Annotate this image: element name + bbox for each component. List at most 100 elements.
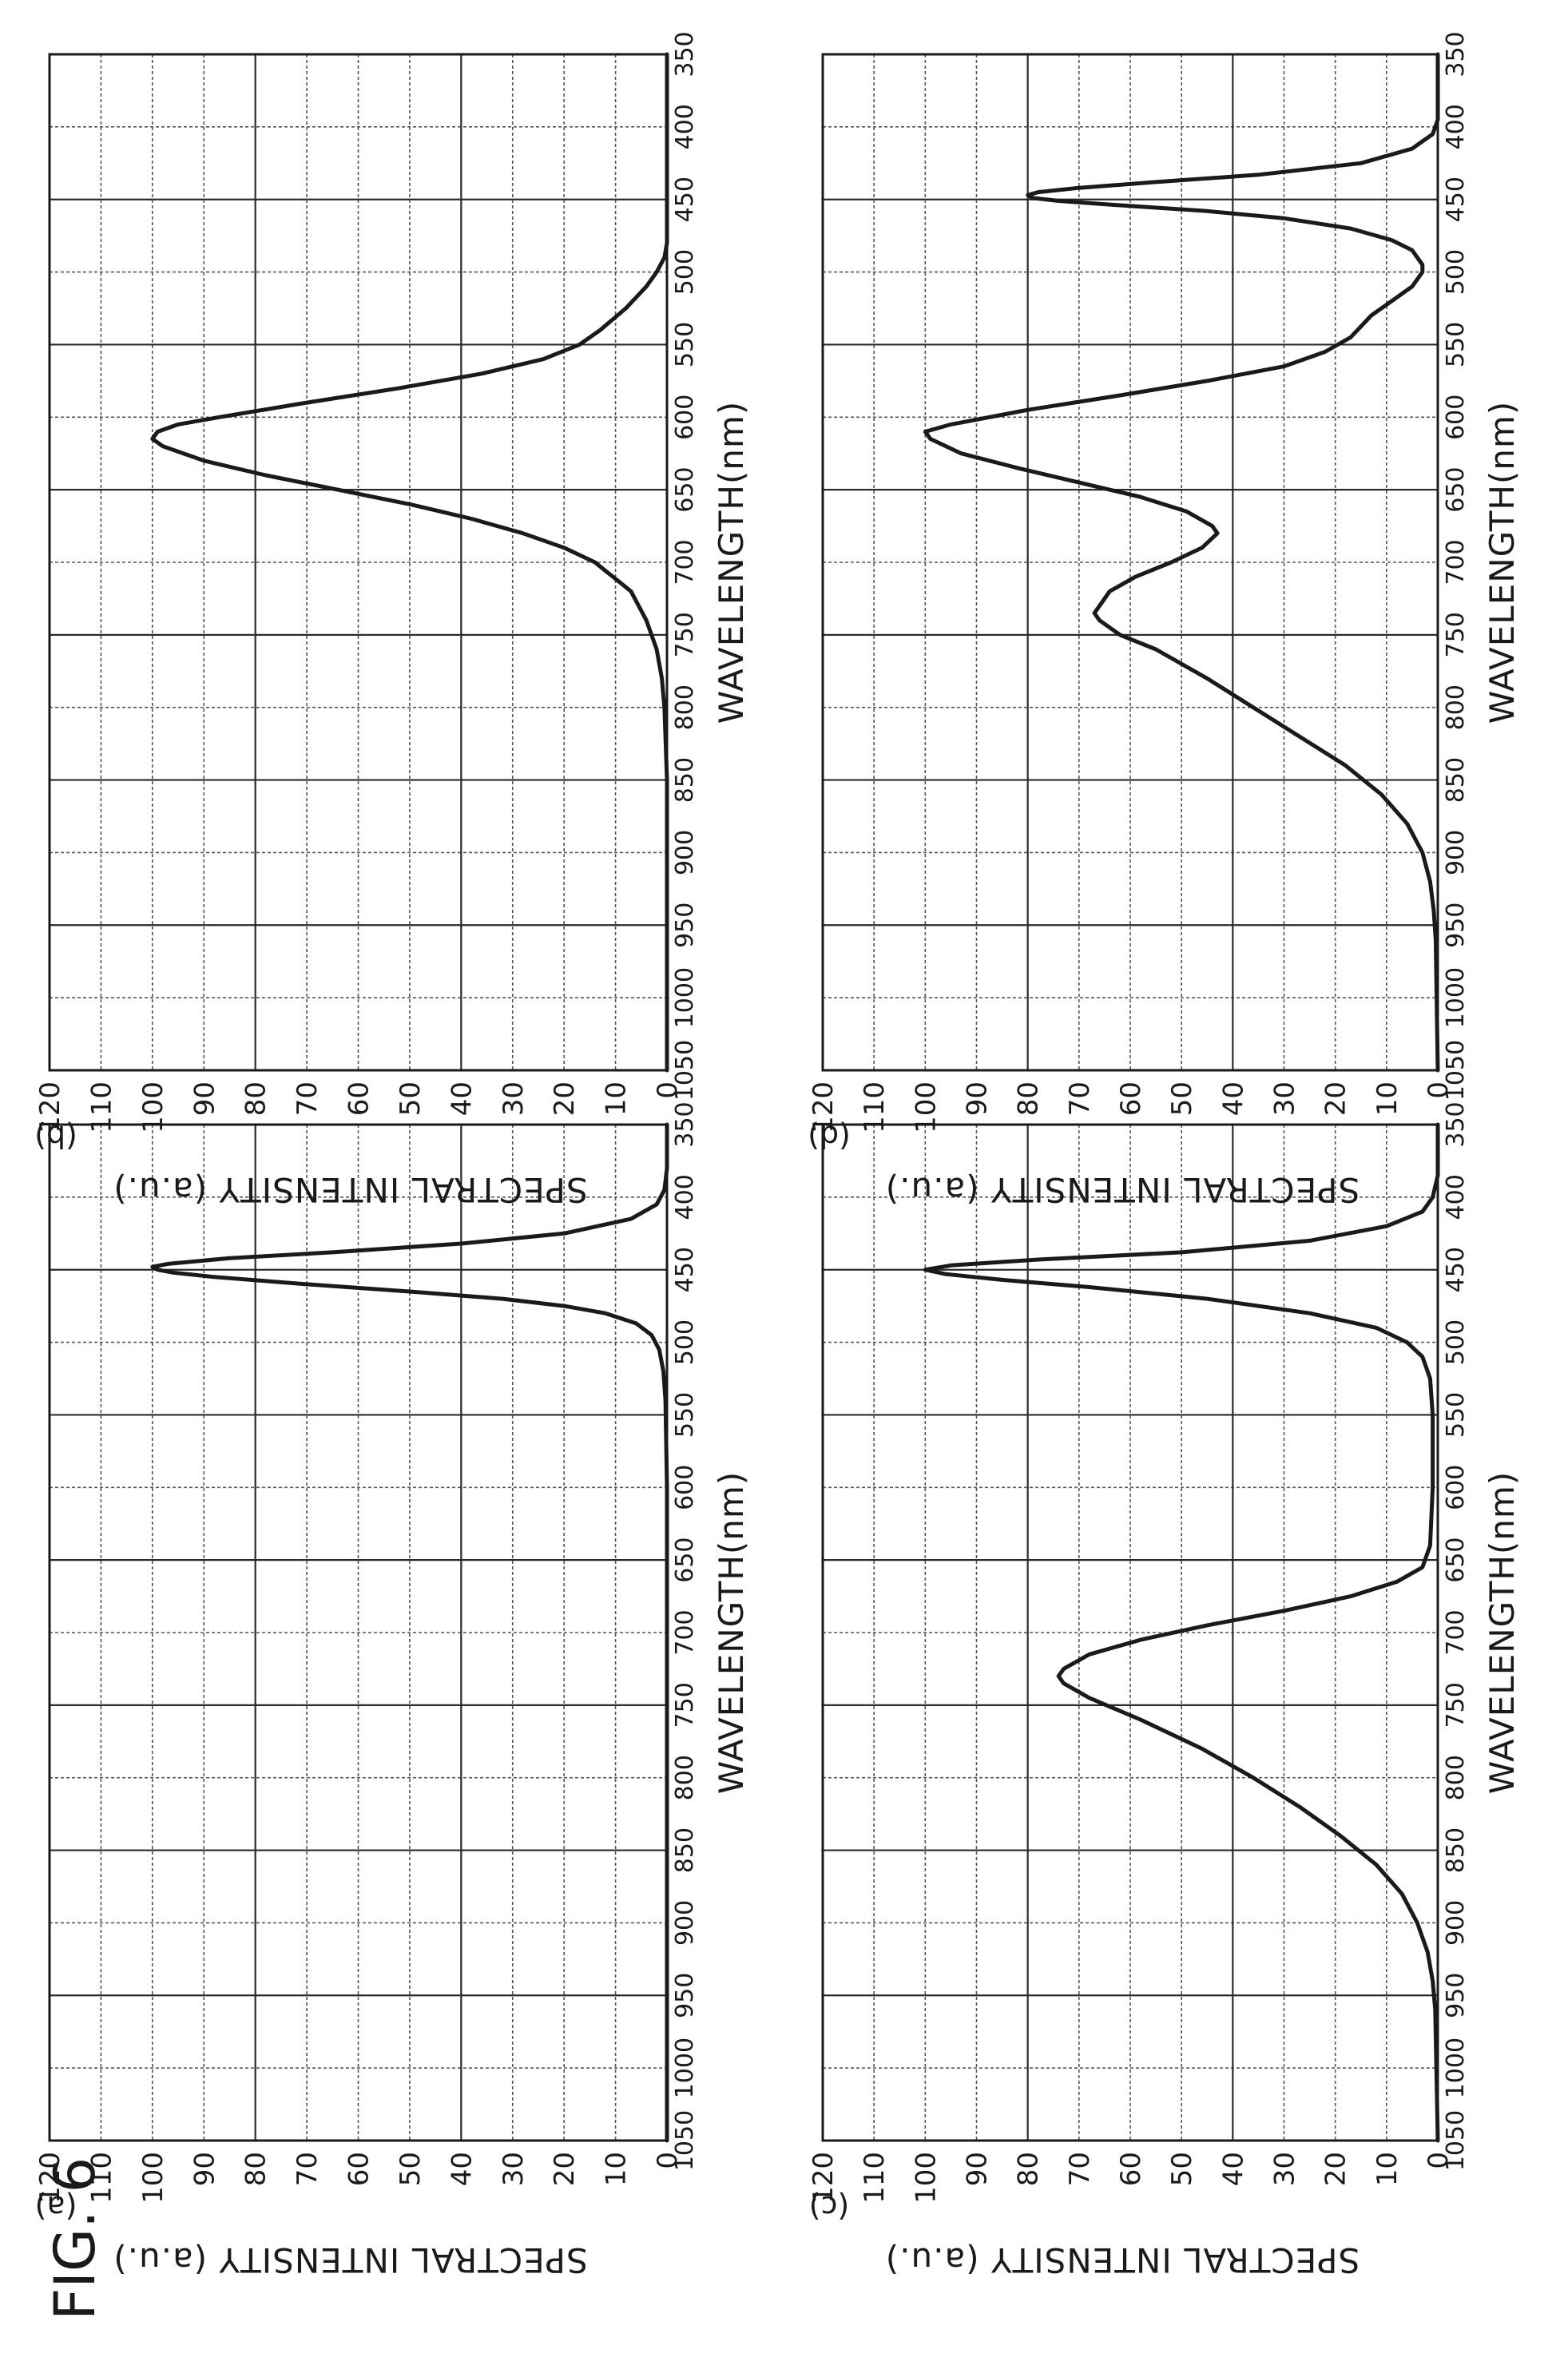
- x-tick-label: 500: [1442, 1319, 1470, 1365]
- x-tick-label: 1000: [671, 967, 699, 1028]
- panel-label: (d): [808, 1119, 851, 1154]
- y-tick-label: 30: [1269, 1081, 1301, 1116]
- y-tick-label: 110: [85, 1081, 117, 1133]
- x-tick-label: 600: [671, 1465, 699, 1510]
- y-tick-label: 70: [292, 2152, 324, 2186]
- y-tick-label: 100: [910, 2152, 942, 2204]
- x-tick-label: 800: [1442, 1755, 1470, 1800]
- x-tick-label: 550: [1442, 322, 1470, 367]
- figure-title: FIG. 6: [42, 2157, 108, 2320]
- y-tick-label: 70: [1064, 2152, 1096, 2186]
- y-tick-label: 30: [498, 1081, 530, 1116]
- x-tick-label: 900: [671, 1900, 699, 1946]
- x-tick-label: 800: [671, 1755, 699, 1800]
- y-axis-label: SPECTRAL INTENSITY (a.u.): [113, 2240, 587, 2280]
- y-tick-label: 120: [808, 1081, 840, 1133]
- y-tick-label: 20: [549, 2152, 581, 2186]
- y-tick-label: 120: [808, 2152, 840, 2204]
- x-tick-label: 1000: [1442, 967, 1470, 1028]
- x-tick-label: 750: [671, 1682, 699, 1728]
- panel-label: (c): [809, 2189, 850, 2224]
- y-tick-label: 70: [292, 1081, 324, 1116]
- x-tick-label: 700: [671, 1609, 699, 1655]
- y-axis-label: SPECTRAL INTENSITY (a.u.): [885, 2240, 1360, 2280]
- plot-frame: [821, 1123, 1439, 2142]
- y-tick-label: 40: [1217, 2152, 1249, 2186]
- y-tick-label: 50: [1166, 1081, 1198, 1116]
- y-tick-label: 80: [1013, 1081, 1045, 1116]
- x-tick-label: 550: [671, 1392, 699, 1438]
- x-tick-label: 800: [1442, 684, 1470, 730]
- y-tick-label: 90: [962, 2152, 994, 2186]
- x-tick-label: 350: [671, 1101, 699, 1147]
- y-tick-label: 50: [395, 2152, 427, 2186]
- y-tick-label: 120: [34, 2152, 66, 2204]
- y-tick-label: 20: [1320, 1081, 1352, 1116]
- y-tick-label: 10: [1372, 1081, 1403, 1116]
- x-axis-label: WAVELENGTH(nm): [712, 1471, 751, 1795]
- y-axis-label: SPECTRAL INTENSITY (a.u.): [885, 1170, 1360, 1209]
- x-axis-label: WAVELENGTH(nm): [1483, 1471, 1522, 1795]
- y-tick-label: 110: [859, 2152, 891, 2204]
- chart-panel-d: 3504004505005506006507007508008509009501…: [808, 31, 1522, 1209]
- x-tick-label: 350: [1442, 31, 1470, 77]
- x-tick-label: 1000: [1442, 2038, 1470, 2098]
- x-tick-label: 550: [1442, 1392, 1470, 1438]
- y-tick-label: 100: [137, 1081, 169, 1133]
- x-tick-label: 400: [671, 104, 699, 149]
- x-tick-label: 1000: [671, 2038, 699, 2098]
- x-tick-label: 1050: [671, 1040, 699, 1101]
- x-tick-label: 650: [1442, 1538, 1470, 1583]
- series-line: [923, 1122, 1440, 2143]
- y-tick-label: 120: [34, 1081, 66, 1133]
- y-tick-label: 100: [137, 2152, 169, 2204]
- series-line: [150, 1122, 669, 2143]
- y-tick-label: 10: [1372, 2152, 1403, 2186]
- x-tick-label: 450: [671, 177, 699, 222]
- x-tick-label: 750: [1442, 1682, 1470, 1728]
- x-tick-label: 650: [671, 1538, 699, 1583]
- x-tick-label: 850: [671, 1827, 699, 1873]
- y-axis-label: SPECTRAL INTENSITY (a.u.): [113, 1170, 587, 1209]
- y-tick-label: 0: [1423, 1081, 1455, 1099]
- y-tick-label: 90: [189, 1081, 220, 1116]
- x-tick-label: 950: [671, 903, 699, 948]
- x-tick-label: 600: [1442, 395, 1470, 440]
- x-tick-label: 950: [1442, 1973, 1470, 2018]
- x-tick-label: 700: [1442, 1609, 1470, 1655]
- x-tick-label: 450: [671, 1247, 699, 1292]
- plot-frame: [48, 53, 669, 1072]
- x-tick-label: 900: [1442, 1900, 1470, 1946]
- y-tick-label: 10: [601, 2152, 633, 2186]
- x-tick-label: 1050: [1442, 2110, 1470, 2171]
- grid: [823, 1125, 1438, 2141]
- y-tick-label: 10: [601, 1081, 633, 1116]
- x-tick-label: 400: [1442, 1174, 1470, 1220]
- x-tick-label: 900: [671, 830, 699, 875]
- panel-label: (b): [34, 1119, 77, 1154]
- y-tick-label: 70: [1064, 1081, 1096, 1116]
- y-tick-label: 50: [1166, 2152, 1198, 2186]
- x-tick-label: 500: [671, 249, 699, 295]
- x-tick-label: 350: [671, 31, 699, 77]
- y-tick-label: 30: [1269, 2152, 1301, 2186]
- y-tick-label: 20: [1320, 2152, 1352, 2186]
- x-tick-label: 450: [1442, 177, 1470, 222]
- y-tick-label: 100: [910, 1081, 942, 1133]
- y-tick-label: 60: [343, 2152, 375, 2186]
- grid: [50, 1125, 667, 2141]
- y-tick-label: 60: [1115, 2152, 1147, 2186]
- series-line: [923, 52, 1440, 1073]
- x-tick-label: 550: [671, 322, 699, 367]
- x-tick-label: 700: [671, 539, 699, 585]
- x-tick-label: 650: [1442, 467, 1470, 513]
- y-tick-label: 110: [859, 1081, 891, 1133]
- x-tick-label: 850: [1442, 757, 1470, 803]
- x-tick-label: 850: [1442, 1827, 1470, 1873]
- y-tick-label: 20: [549, 1081, 581, 1116]
- y-tick-label: 0: [652, 1081, 684, 1099]
- y-tick-label: 30: [498, 2152, 530, 2186]
- y-tick-label: 0: [1423, 2152, 1455, 2169]
- x-tick-label: 650: [671, 467, 699, 513]
- x-tick-label: 400: [671, 1174, 699, 1220]
